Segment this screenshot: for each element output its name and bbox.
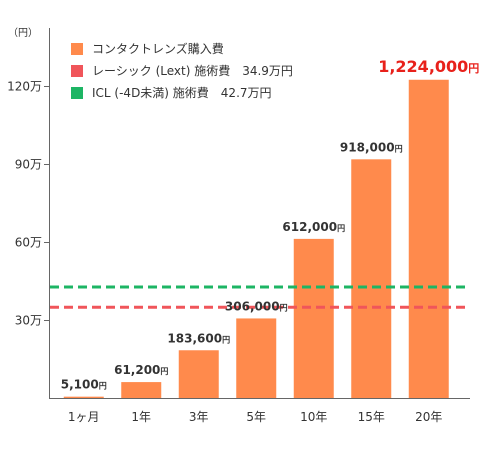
data-label: 918,000円: [340, 140, 403, 154]
y-axis-ticks: 30万 60万 90万 120万: [7, 80, 49, 328]
data-label-unit: 円: [468, 62, 479, 75]
bar: [121, 382, 162, 398]
bar: [236, 318, 277, 398]
data-label: 306,000円: [225, 299, 288, 313]
legend-swatch: [71, 87, 83, 99]
data-label-unit: 円: [280, 303, 288, 312]
data-label: 612,000円: [282, 220, 345, 234]
bar: [63, 396, 104, 398]
data-label-value: 5,100: [61, 378, 99, 392]
bar: [293, 238, 334, 398]
x-axis-ticks: 1ヶ月 1年 3年 5年 10年 15年 20年: [68, 410, 442, 424]
x-tick-label: 15年: [358, 410, 385, 424]
bar-series: [63, 79, 449, 398]
data-label-value: 61,200: [114, 363, 160, 377]
data-label-unit: 円: [395, 144, 403, 153]
legend-swatch: [71, 43, 83, 55]
data-label-unit: 円: [337, 224, 345, 233]
data-label-unit: 円: [99, 382, 107, 391]
x-tick-label: 3年: [189, 410, 209, 424]
data-label-value: 612,000: [282, 220, 337, 234]
data-label: 183,600円: [167, 331, 230, 345]
x-tick-label: 1年: [131, 410, 151, 424]
bar: [408, 79, 449, 398]
legend-label: コンタクトレンズ購入費: [92, 41, 224, 56]
legend-label: レーシック (Lext) 施術費 34.9万円: [92, 63, 293, 78]
data-label-unit: 円: [160, 367, 168, 376]
data-label-value: 183,600: [167, 331, 222, 345]
reference-lines: [50, 285, 470, 309]
data-label-value: 306,000: [225, 299, 280, 313]
x-tick-label: 20年: [415, 410, 442, 424]
data-label: 1,224,000円: [378, 57, 479, 76]
bar: [351, 159, 392, 398]
x-tick-label: 5年: [246, 410, 266, 424]
y-tick-label: 30万: [15, 314, 42, 328]
data-label-value: 918,000: [340, 140, 395, 154]
x-tick-label: 1ヶ月: [68, 410, 100, 424]
x-tick-label: 10年: [300, 410, 327, 424]
legend-swatch: [71, 65, 83, 77]
data-labels: 5,100円61,200円183,600円306,000円612,000円918…: [61, 57, 480, 392]
bar: [178, 350, 219, 398]
y-tick-label: 90万: [15, 158, 42, 172]
y-tick-label: 120万: [7, 80, 42, 94]
data-label: 5,100円: [61, 378, 107, 392]
data-label-unit: 円: [222, 335, 230, 344]
y-tick-label: 60万: [15, 236, 42, 250]
data-label: 61,200円: [114, 363, 168, 377]
data-label-value: 1,224,000: [378, 57, 468, 76]
y-axis-unit-label: （円）: [8, 27, 38, 39]
legend-label: ICL (-4D未満) 施術費 42.7万円: [92, 85, 272, 100]
